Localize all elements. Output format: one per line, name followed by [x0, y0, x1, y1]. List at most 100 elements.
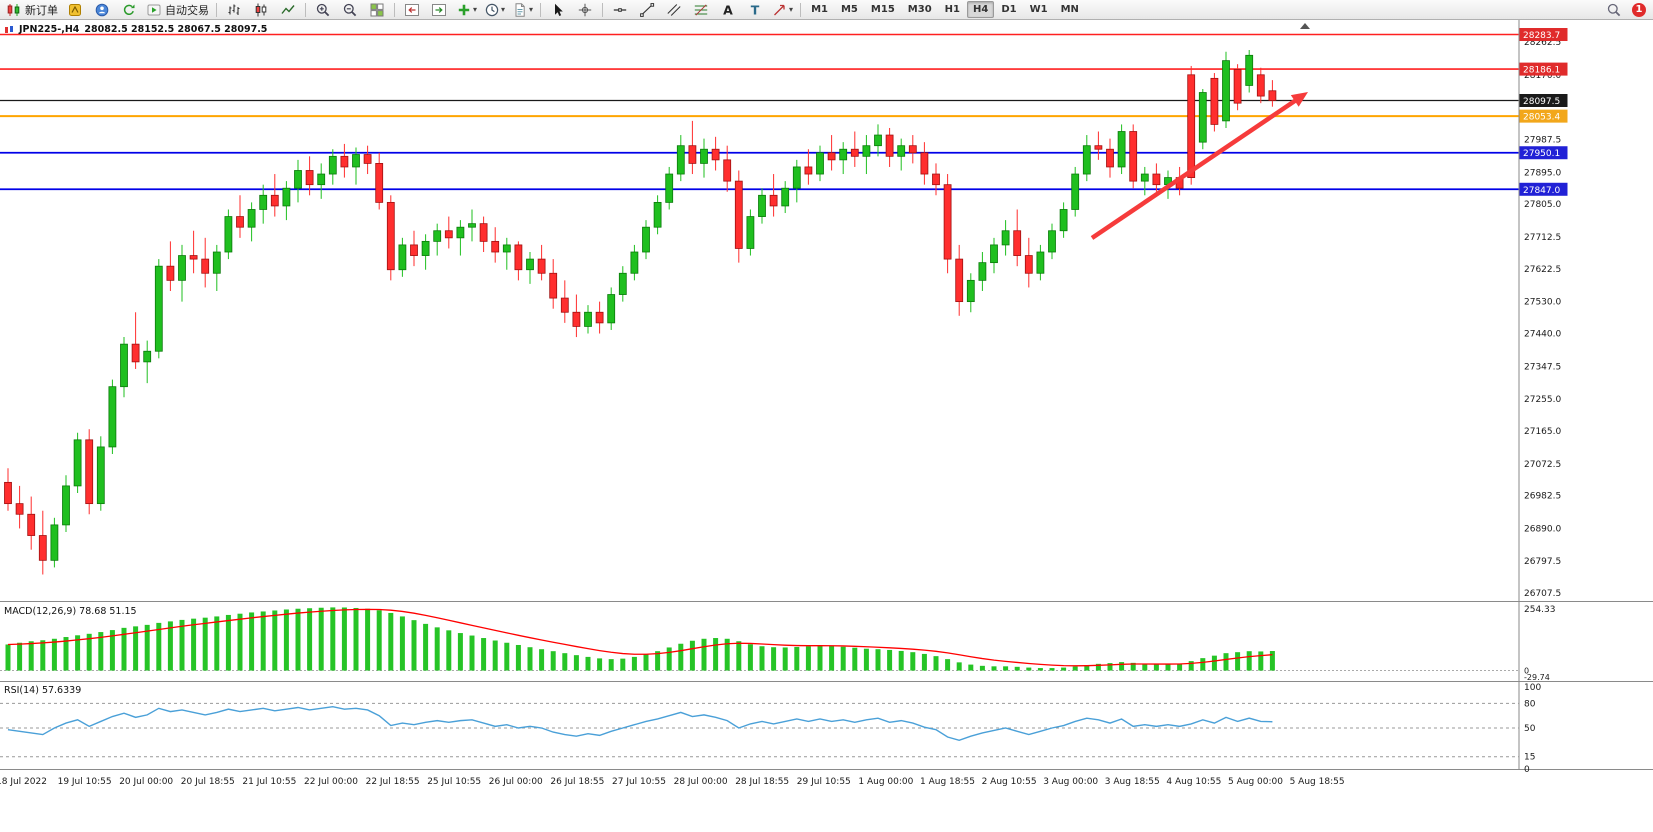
- candle-body: [363, 154, 372, 164]
- macd-bar: [1003, 666, 1009, 671]
- cursor-button[interactable]: [545, 0, 571, 20]
- bar-chart-button[interactable]: [221, 0, 247, 20]
- candle-body: [1198, 92, 1207, 143]
- metaeditor-button[interactable]: [62, 0, 88, 20]
- candle-body: [1245, 54, 1254, 86]
- auto-trading-button[interactable]: 自动交易: [143, 0, 212, 20]
- macd-bar: [388, 612, 394, 671]
- timeframe-button-m5[interactable]: M5: [840, 4, 858, 15]
- line-chart-icon: [281, 4, 295, 14]
- candle-body: [618, 272, 627, 295]
- macd-bar: [1142, 663, 1148, 671]
- search-button[interactable]: [1601, 0, 1627, 20]
- indicators-button[interactable]: ▾: [453, 0, 480, 20]
- crosshair-icon: [578, 3, 592, 16]
- candle-body: [62, 485, 70, 526]
- timeframe-button-m15[interactable]: M15: [870, 4, 895, 15]
- time-tick-label: 5 Aug 00:00: [1228, 777, 1283, 787]
- price-axis[interactable]: 28262.5 28170.0 27987.5 27895.0 27805.0 27712…: [1519, 28, 1568, 599]
- timeframe-button-d1[interactable]: D1: [1001, 4, 1017, 15]
- label-tool-button[interactable]: T: [742, 0, 768, 20]
- candle-body: [259, 194, 268, 210]
- candle-body: [352, 154, 360, 168]
- timeframe-button-mn[interactable]: MN: [1060, 4, 1079, 15]
- candle-body: [676, 145, 685, 175]
- price-badge: [1519, 146, 1568, 160]
- macd-bar: [133, 626, 139, 671]
- macd-bar: [1130, 662, 1136, 671]
- candle-body: [804, 166, 813, 175]
- candle-body: [189, 255, 198, 260]
- periods-button[interactable]: ▾: [481, 0, 508, 20]
- text-tool-button[interactable]: A: [715, 0, 741, 20]
- timeframe-button-m30[interactable]: M30: [907, 4, 932, 15]
- notification-badge[interactable]: 1: [1632, 2, 1646, 17]
- line-chart-button[interactable]: [275, 0, 301, 20]
- candle-body: [38, 535, 47, 561]
- time-tick-label: 28 Jul 00:00: [674, 777, 728, 787]
- price-badge-value: 27950.1: [1523, 149, 1560, 159]
- candle-body: [1048, 230, 1056, 253]
- candle-body: [1233, 69, 1242, 104]
- macd-bar: [167, 621, 173, 671]
- price-badge: [1519, 109, 1568, 123]
- horizontal-lines: [0, 33, 1519, 191]
- macd-bar: [225, 614, 231, 671]
- candle-body: [526, 258, 534, 271]
- fibonacci-tool-button[interactable]: [688, 0, 714, 20]
- macd-bar: [504, 642, 510, 671]
- time-tick-label: 20 Jul 00:00: [119, 777, 173, 787]
- timeframe-button-m1[interactable]: M1: [811, 4, 828, 15]
- ohlc-values: 28082.5 28152.5 28067.5 28097.5: [84, 24, 268, 35]
- hline-tool-button[interactable]: [607, 0, 633, 20]
- candle-body: [966, 279, 975, 303]
- zoom-in-button[interactable]: [310, 0, 336, 20]
- chart-shift-marker[interactable]: [1300, 23, 1310, 29]
- bar-chart-icon: [228, 4, 240, 15]
- auto-scroll-button[interactable]: [426, 0, 452, 20]
- timeframe-button-w1[interactable]: W1: [1029, 4, 1048, 15]
- toolbar: 新订单 自动交易 ▾ ▾ ▾ A T ▾ M1 M5 M15 M30 H1 H4 D1 W1 MN 1: [0, 0, 1653, 20]
- macd-bar: [956, 662, 962, 671]
- macd-bar: [1223, 653, 1229, 671]
- timeframe-button-h1[interactable]: H1: [944, 4, 960, 15]
- crosshair-button[interactable]: [572, 0, 598, 20]
- market-watch-button[interactable]: [89, 0, 115, 20]
- refresh-button[interactable]: [116, 0, 142, 20]
- macd-bar: [620, 658, 626, 671]
- candle-body: [1094, 145, 1103, 150]
- candle-body: [711, 148, 720, 161]
- hline-icon: [613, 7, 627, 12]
- chart-shift-button[interactable]: [399, 0, 425, 20]
- channel-tool-button[interactable]: [661, 0, 687, 20]
- time-axis[interactable]: 18 Jul 2022 19 Jul 10:55 20 Jul 00:00 20 Ju…: [0, 777, 1345, 787]
- auto-trading-icon: [147, 4, 161, 15]
- candle-body: [1210, 77, 1219, 125]
- candle-body: [294, 170, 302, 189]
- candle-body: [143, 350, 152, 363]
- templates-button[interactable]: ▾: [509, 0, 536, 20]
- trendline-tool-button[interactable]: [634, 0, 660, 20]
- tile-windows-button[interactable]: [364, 0, 390, 20]
- candle-body: [1256, 74, 1265, 97]
- candlestick-chart-button[interactable]: [248, 0, 274, 20]
- toolbar-separator: [305, 2, 306, 17]
- macd-bar: [515, 644, 521, 671]
- candle-body: [4, 481, 12, 505]
- candle-body: [642, 226, 650, 253]
- macd-bar: [1177, 663, 1183, 671]
- zoom-out-button[interactable]: [337, 0, 363, 20]
- candle-body: [827, 152, 836, 161]
- macd-bar: [179, 619, 185, 671]
- timeframe-button-h4[interactable]: H4: [966, 1, 995, 18]
- shapes-tool-button[interactable]: ▾: [769, 0, 796, 20]
- time-tick-label: 26 Jul 18:55: [550, 777, 604, 787]
- macd-bar: [86, 633, 92, 671]
- clock-icon: [485, 3, 499, 16]
- candle-body: [212, 251, 221, 274]
- new-order-button[interactable]: 新订单: [3, 0, 61, 20]
- auto-trading-button-label: 自动交易: [165, 3, 209, 17]
- trend-arrow[interactable]: [1090, 92, 1308, 240]
- price-tick-label: 27347.5: [1524, 362, 1561, 372]
